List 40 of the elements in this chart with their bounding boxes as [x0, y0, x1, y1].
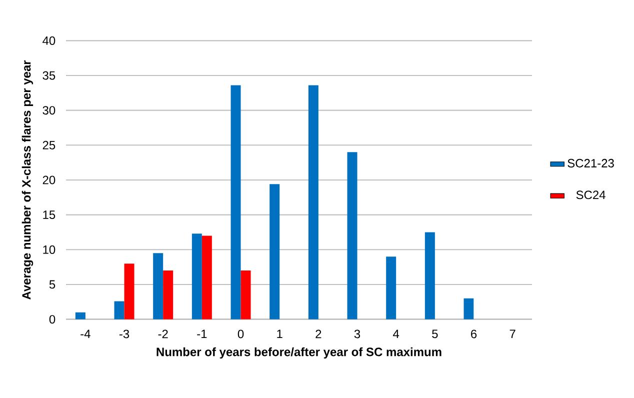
y-tick-label: 20 [42, 176, 56, 184]
x-tick-label: 7 [510, 330, 516, 338]
legend-label: SC24 [576, 190, 606, 200]
bar [202, 236, 212, 320]
bar [124, 264, 134, 320]
bar [230, 85, 241, 320]
bar [163, 270, 174, 320]
y-tick-label: 0 [49, 315, 56, 324]
y-tick-label: 40 [42, 36, 56, 45]
bar [464, 298, 474, 320]
bar [192, 234, 202, 320]
bar [114, 301, 124, 320]
legend-label: SC21-23 [568, 158, 614, 168]
bar [347, 152, 358, 320]
x-tick-label: 6 [471, 330, 477, 338]
y-tick-label: 5 [49, 280, 56, 289]
bar [153, 253, 164, 320]
y-tick-label: 35 [42, 71, 56, 80]
x-tick-label: 3 [354, 330, 360, 338]
y-tick-label: 10 [43, 245, 56, 254]
x-tick-label: 0 [238, 330, 244, 338]
bar [75, 312, 86, 320]
bar [308, 85, 318, 320]
bar [386, 256, 396, 320]
x-tick-label: -3 [119, 330, 130, 338]
bar [240, 270, 251, 320]
x-tick-label: -4 [80, 330, 90, 338]
x-tick-label: 1 [277, 330, 282, 338]
x-axis-title: Number of years before/after year of SC maximum [156, 347, 442, 359]
x-tick-label: 2 [316, 330, 322, 338]
y-tick-label: 15 [43, 210, 56, 220]
x-tick-label: 5 [432, 330, 438, 338]
x-tick-label: 4 [393, 330, 400, 338]
x-tick-label: -1 [197, 330, 207, 338]
x-tick-label: -2 [158, 330, 168, 338]
bar [424, 232, 435, 320]
y-tick-label: 25 [42, 140, 56, 150]
y-tick-label: 30 [42, 106, 56, 115]
y-axis-title: Average number of X-class flares per year [22, 60, 34, 300]
bar [270, 184, 280, 320]
